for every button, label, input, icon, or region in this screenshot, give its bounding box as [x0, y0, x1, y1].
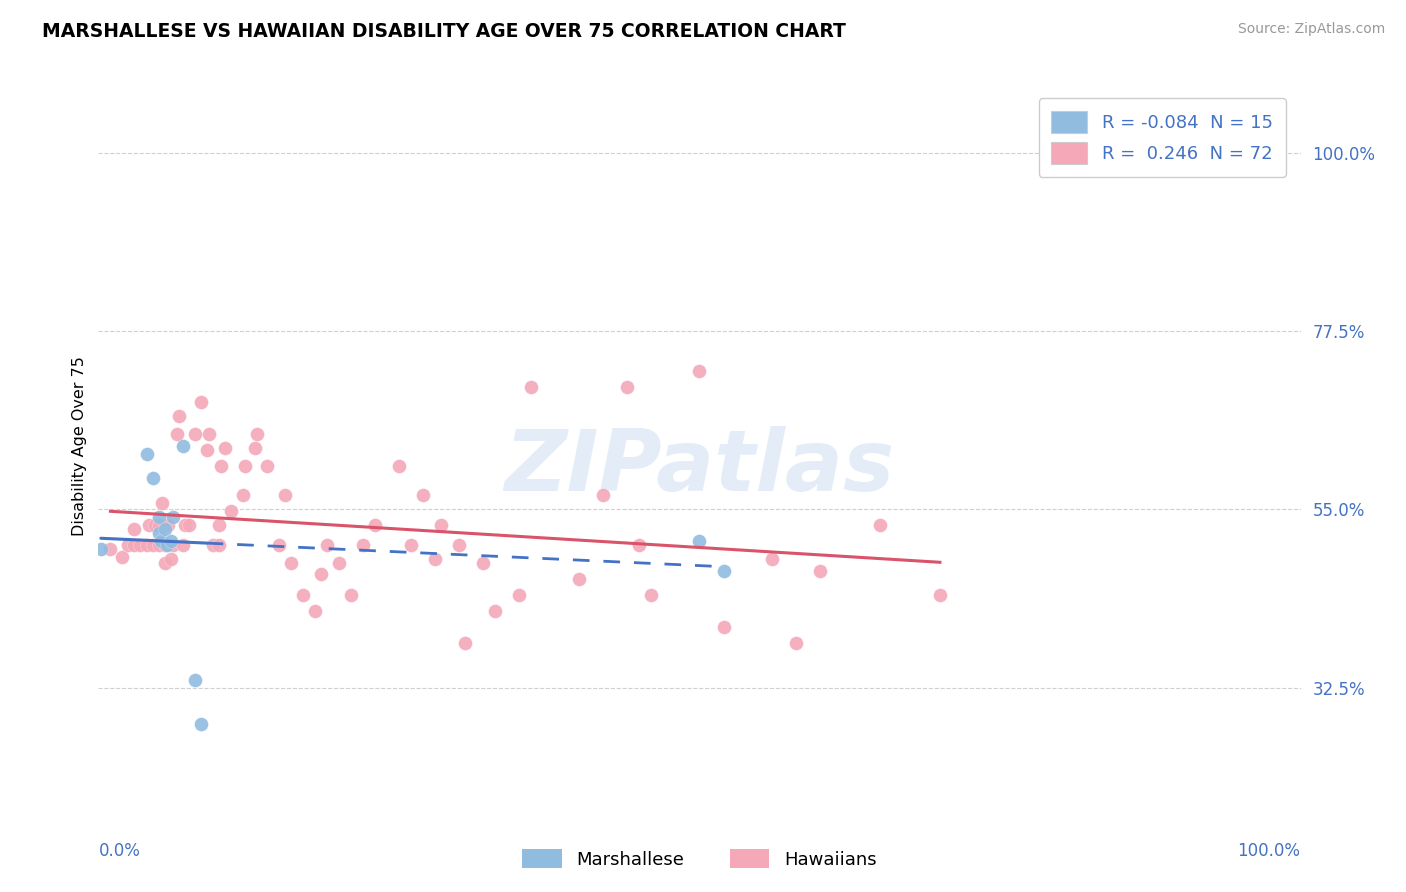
- Point: [628, 538, 651, 552]
- Point: [274, 488, 297, 502]
- Point: [808, 564, 831, 578]
- Point: [219, 504, 242, 518]
- Point: [153, 538, 176, 552]
- Point: [162, 510, 184, 524]
- Point: [124, 538, 146, 552]
- Point: [141, 471, 163, 485]
- Point: [153, 557, 176, 571]
- Point: [100, 542, 122, 557]
- Text: 100.0%: 100.0%: [1237, 842, 1301, 860]
- Point: [156, 538, 179, 552]
- Point: [159, 534, 181, 549]
- Point: [233, 458, 256, 473]
- Point: [291, 588, 314, 602]
- Point: [195, 442, 218, 457]
- Point: [430, 518, 453, 533]
- Point: [149, 534, 172, 549]
- Point: [689, 534, 711, 549]
- Text: Source: ZipAtlas.com: Source: ZipAtlas.com: [1237, 22, 1385, 37]
- Point: [713, 620, 735, 634]
- Point: [148, 538, 170, 552]
- Point: [111, 549, 134, 564]
- Point: [520, 379, 543, 393]
- Point: [183, 427, 205, 442]
- Point: [412, 488, 434, 502]
- Point: [124, 522, 146, 536]
- Legend: Marshallese, Hawaiians: Marshallese, Hawaiians: [515, 842, 884, 876]
- Point: [484, 604, 506, 618]
- Point: [166, 427, 188, 442]
- Text: MARSHALLESE VS HAWAIIAN DISABILITY AGE OVER 75 CORRELATION CHART: MARSHALLESE VS HAWAIIAN DISABILITY AGE O…: [42, 22, 846, 41]
- Point: [713, 564, 735, 578]
- Point: [315, 538, 337, 552]
- Point: [150, 496, 173, 510]
- Point: [352, 538, 374, 552]
- Point: [159, 551, 181, 566]
- Point: [364, 518, 387, 533]
- Point: [568, 572, 591, 586]
- Point: [423, 551, 446, 566]
- Point: [214, 441, 236, 455]
- Point: [135, 447, 157, 461]
- Point: [454, 635, 477, 649]
- Point: [869, 518, 891, 533]
- Point: [616, 379, 638, 393]
- Point: [174, 518, 197, 533]
- Point: [472, 557, 495, 571]
- Point: [267, 538, 290, 552]
- Point: [148, 526, 170, 541]
- Point: [243, 441, 266, 455]
- Point: [198, 427, 221, 442]
- Point: [328, 557, 350, 571]
- Point: [141, 538, 163, 552]
- Point: [388, 458, 411, 473]
- Point: [592, 488, 614, 502]
- Point: [399, 538, 422, 552]
- Point: [183, 673, 205, 687]
- Point: [135, 538, 157, 552]
- Point: [201, 538, 224, 552]
- Point: [117, 538, 139, 552]
- Y-axis label: Disability Age Over 75: Disability Age Over 75: [72, 356, 87, 536]
- Point: [309, 567, 332, 582]
- Point: [162, 538, 184, 552]
- Point: [153, 522, 176, 536]
- Point: [508, 588, 530, 602]
- Point: [256, 458, 278, 473]
- Point: [143, 518, 166, 533]
- Point: [167, 409, 190, 423]
- Point: [208, 538, 231, 552]
- Point: [785, 635, 807, 649]
- Point: [246, 427, 269, 442]
- Point: [208, 518, 231, 533]
- Point: [928, 588, 950, 602]
- Text: ZIPatlas: ZIPatlas: [505, 425, 894, 509]
- Point: [447, 538, 470, 552]
- Point: [190, 395, 212, 409]
- Point: [138, 518, 160, 533]
- Point: [129, 538, 152, 552]
- Point: [640, 588, 662, 602]
- Point: [761, 551, 783, 566]
- Point: [157, 518, 180, 533]
- Point: [177, 518, 200, 533]
- Point: [232, 488, 254, 502]
- Point: [172, 538, 194, 552]
- Point: [280, 557, 302, 571]
- Point: [304, 604, 326, 618]
- Point: [340, 588, 363, 602]
- Point: [689, 364, 711, 378]
- Point: [90, 542, 112, 557]
- Point: [209, 458, 232, 473]
- Point: [148, 518, 170, 533]
- Point: [190, 716, 212, 731]
- Point: [148, 510, 170, 524]
- Text: 0.0%: 0.0%: [98, 842, 141, 860]
- Point: [172, 439, 194, 453]
